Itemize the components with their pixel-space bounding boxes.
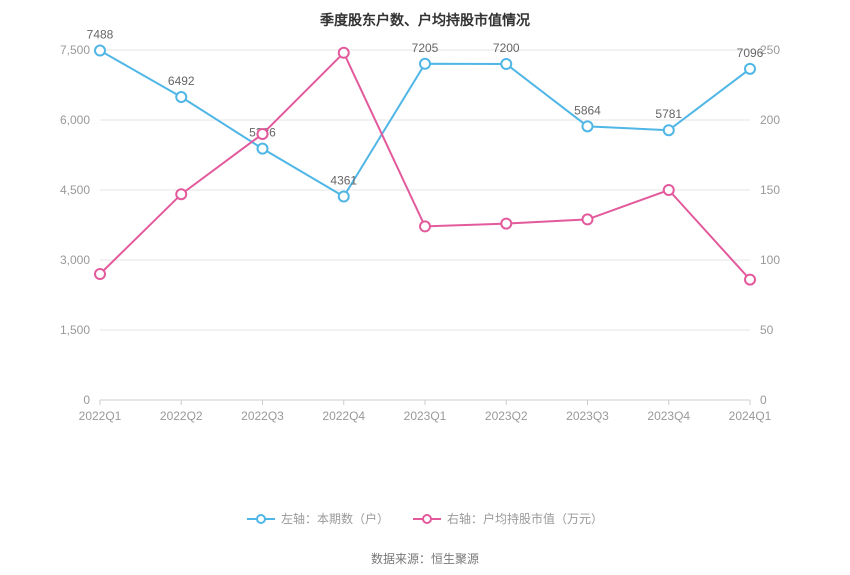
chart-plot: 01,5003,0004,5006,0007,50005010015020025…: [0, 0, 850, 575]
series-marker-avg_value: [176, 189, 186, 199]
series-marker-shareholders: [176, 92, 186, 102]
x-tick-label: 2022Q3: [241, 409, 284, 423]
y-right-tick-label: 100: [760, 253, 780, 267]
y-right-tick-label: 0: [760, 393, 767, 407]
series-marker-shareholders: [664, 125, 674, 135]
legend-item-avg_value: 右轴：户均持股市值（万元）: [413, 510, 603, 527]
x-tick-label: 2023Q3: [566, 409, 609, 423]
y-right-tick-label: 200: [760, 113, 780, 127]
legend-item-shareholders: 左轴：本期数（户）: [247, 510, 389, 527]
series-value-label: 7205: [412, 41, 439, 55]
series-marker-avg_value: [420, 221, 430, 231]
series-value-label: 6492: [168, 74, 195, 88]
legend-marker-icon: [247, 512, 275, 526]
series-marker-shareholders: [745, 64, 755, 74]
chart-legend: 左轴：本期数（户） 右轴：户均持股市值（万元）: [0, 510, 850, 527]
series-line-avg_value: [100, 53, 750, 280]
y-left-tick-label: 7,500: [60, 43, 90, 57]
series-marker-shareholders: [583, 121, 593, 131]
series-value-label: 7488: [87, 28, 114, 42]
series-marker-shareholders: [95, 46, 105, 56]
series-marker-avg_value: [583, 214, 593, 224]
series-marker-avg_value: [258, 129, 268, 139]
x-tick-label: 2022Q2: [160, 409, 203, 423]
x-tick-label: 2023Q1: [404, 409, 447, 423]
series-value-label: 7096: [737, 46, 764, 60]
y-left-tick-label: 3,000: [60, 253, 90, 267]
series-value-label: 5781: [655, 107, 682, 121]
y-left-tick-label: 0: [83, 393, 90, 407]
x-tick-label: 2023Q4: [647, 409, 690, 423]
series-marker-avg_value: [95, 269, 105, 279]
series-marker-shareholders: [420, 59, 430, 69]
series-marker-shareholders: [501, 59, 511, 69]
y-left-tick-label: 1,500: [60, 323, 90, 337]
y-right-tick-label: 150: [760, 183, 780, 197]
series-line-shareholders: [100, 51, 750, 197]
y-right-tick-label: 50: [760, 323, 774, 337]
series-marker-avg_value: [745, 275, 755, 285]
x-tick-label: 2023Q2: [485, 409, 528, 423]
y-left-tick-label: 6,000: [60, 113, 90, 127]
series-marker-avg_value: [501, 219, 511, 229]
series-marker-shareholders: [339, 191, 349, 201]
legend-label: 右轴：户均持股市值（万元）: [447, 510, 603, 527]
x-tick-label: 2024Q1: [729, 409, 772, 423]
y-left-tick-label: 4,500: [60, 183, 90, 197]
series-value-label: 5864: [574, 103, 601, 117]
series-marker-avg_value: [339, 48, 349, 58]
series-marker-shareholders: [258, 144, 268, 154]
legend-label: 左轴：本期数（户）: [281, 510, 389, 527]
series-value-label: 4361: [330, 173, 357, 187]
series-marker-avg_value: [664, 185, 674, 195]
chart-container: 季度股东户数、户均持股市值情况 01,5003,0004,5006,0007,5…: [0, 0, 850, 575]
legend-marker-icon: [413, 512, 441, 526]
chart-source: 数据来源：恒生聚源: [0, 550, 850, 567]
series-value-label: 7200: [493, 41, 520, 55]
x-tick-label: 2022Q1: [79, 409, 122, 423]
x-tick-label: 2022Q4: [322, 409, 365, 423]
